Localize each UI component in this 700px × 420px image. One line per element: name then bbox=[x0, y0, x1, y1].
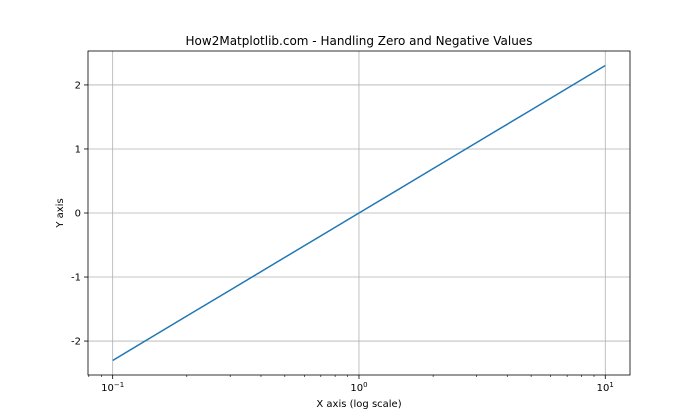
y-tick-label: 2 bbox=[75, 80, 81, 91]
y-tick-label: -1 bbox=[71, 273, 81, 284]
x-tick-label: 100 bbox=[350, 381, 367, 394]
y-axis-label: Y axis bbox=[55, 198, 66, 228]
y-tick-label: -2 bbox=[71, 337, 81, 348]
y-tick-label: 1 bbox=[75, 144, 81, 155]
tick-labels: 10−1 100 101 -2 -1 0 1 2 bbox=[71, 80, 614, 394]
series-layer bbox=[112, 64, 606, 362]
chart-title: How2Matplotlib.com - Handling Zero and N… bbox=[186, 34, 533, 48]
plot-frame bbox=[87, 50, 631, 376]
series-line bbox=[112, 64, 606, 362]
x-tick-label: 10−1 bbox=[101, 381, 124, 394]
x-tick-label: 101 bbox=[597, 381, 614, 394]
x-axis-label: X axis (log scale) bbox=[316, 399, 401, 410]
y-tick-label: 0 bbox=[75, 209, 81, 220]
